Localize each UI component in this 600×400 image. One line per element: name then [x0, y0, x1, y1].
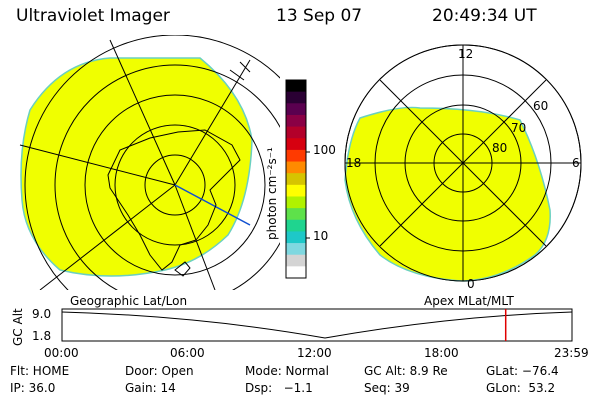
lat-label-70: 70	[511, 121, 527, 135]
colorbar-segment	[286, 103, 306, 116]
date-label: 13 Sep 07	[276, 6, 363, 26]
colorbar-segment	[286, 231, 306, 244]
coastline	[107, 129, 241, 271]
colorbar-segment	[286, 149, 306, 163]
geographic-aurora-image	[20, 57, 253, 277]
colorbar-segment	[286, 80, 306, 93]
info-door: Door: Open	[125, 364, 194, 378]
info-glat: GLat: −76.4	[486, 364, 559, 378]
colorbar-segment	[286, 243, 306, 256]
x-tick-1800: 18:00	[424, 346, 459, 360]
colorbar-segment	[286, 138, 306, 151]
x-tick-1200: 12:00	[297, 346, 332, 360]
colorbar-segment	[286, 219, 306, 232]
y-tick-1-8: 1.8	[32, 329, 52, 343]
colorbar-tick-10: 10	[313, 229, 329, 243]
info-flt: Flt: HOME	[10, 364, 70, 378]
lat-label-60: 60	[533, 99, 549, 113]
timeline-ylabel: GC Alt	[11, 308, 25, 346]
info-mode: Mode: Normal	[245, 364, 329, 378]
info-ip: IP: 36.0	[10, 381, 56, 395]
mlt-label-18: 18	[346, 156, 362, 170]
colorbar-segment	[286, 184, 306, 197]
info-glon: GLon: 53.2	[486, 381, 556, 395]
y-tick-9: 9.0	[32, 307, 52, 321]
colorbar-tick-100: 100	[313, 143, 336, 157]
colorbar-segment	[286, 126, 306, 139]
x-tick-0600: 06:00	[170, 346, 205, 360]
geographic-projection	[19, 35, 280, 290]
apex-projection	[344, 44, 582, 282]
mlt-label-12: 12	[458, 47, 474, 61]
colorbar-segment	[286, 114, 306, 128]
apex-panel-label: Apex MLat/MLT	[424, 294, 514, 308]
x-tick-2359: 23:59	[554, 346, 589, 360]
colorbar-segment	[286, 161, 306, 174]
mlt-label-0: 0	[467, 277, 475, 291]
colorbar-segment	[286, 196, 306, 209]
info-gain: Gain: 14	[125, 381, 176, 395]
instrument-title: Ultraviolet Imager	[16, 6, 170, 26]
colorbar-segment	[286, 91, 306, 104]
colorbar-frame	[285, 79, 307, 279]
colorbar	[285, 79, 310, 279]
mlt-label-6: 6	[572, 156, 580, 170]
altitude-timeline	[61, 308, 573, 342]
colorbar-segment	[286, 254, 306, 267]
info-seq: Seq: 39	[364, 381, 410, 395]
colorbar-segment	[286, 266, 306, 279]
altitude-curve	[61, 311, 573, 339]
colorbar-segment	[286, 173, 306, 186]
info-dsp: Dsp: −1.1	[245, 381, 313, 395]
colorbar-unit: photon cm⁻²s⁻¹	[265, 147, 279, 240]
geographic-panel-label: Geographic Lat/Lon	[70, 294, 188, 308]
lat-label-80: 80	[492, 141, 508, 155]
info-gc-alt: GC Alt: 8.9 Re	[364, 364, 448, 378]
colorbar-segment	[286, 208, 306, 221]
x-tick-0000: 00:00	[44, 346, 79, 360]
time-label: 20:49:34 UT	[432, 6, 537, 26]
